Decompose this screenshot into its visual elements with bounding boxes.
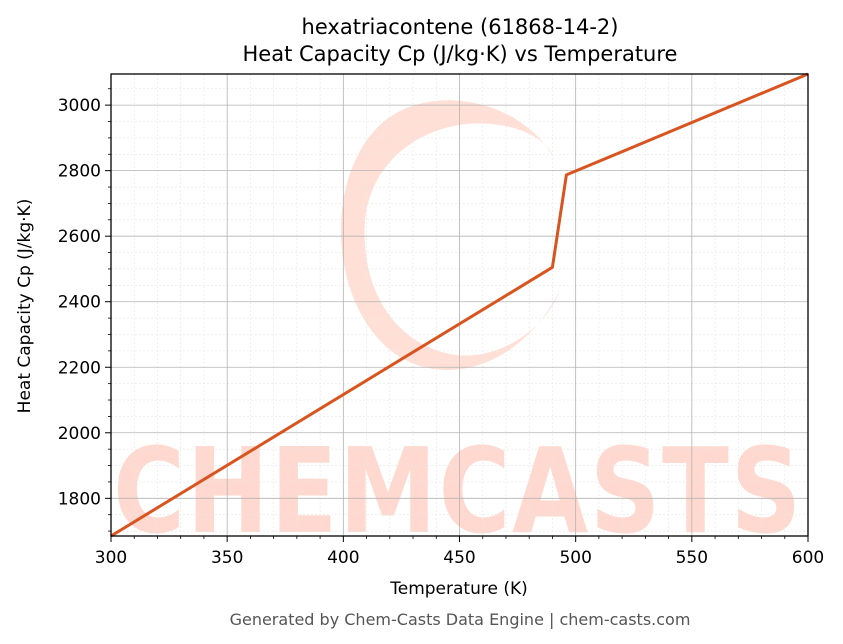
- x-tick-label: 450: [443, 548, 475, 568]
- y-tick-label: 2800: [58, 162, 101, 182]
- y-tick-label: 2200: [58, 358, 101, 378]
- chart-subtitle: Heat Capacity Cp (J/kg·K) vs Temperature: [243, 42, 678, 66]
- y-axis-label: Heat Capacity Cp (J/kg·K): [15, 199, 35, 414]
- watermark: CHEMCASTS: [113, 100, 803, 560]
- footer-credit: Generated by Chem-Casts Data Engine | ch…: [230, 610, 691, 629]
- y-axis: 1800 2000 2200 2400 2600 2800 3000: [58, 88, 111, 532]
- x-tick-label: 500: [559, 548, 591, 568]
- x-axis-label: Temperature (K): [389, 579, 528, 599]
- y-tick-label: 1800: [58, 489, 101, 509]
- watermark-text: CHEMCASTS: [113, 422, 803, 560]
- y-tick-label: 3000: [58, 96, 101, 116]
- series-layer: [110, 72, 809, 538]
- x-tick-label: 600: [792, 548, 824, 568]
- x-tick-label: 400: [327, 548, 359, 568]
- y-tick-label: 2000: [58, 424, 101, 444]
- x-tick-label: 550: [676, 548, 708, 568]
- y-tick-label: 2600: [58, 227, 101, 247]
- x-axis: 300 350 400 450 500 550 600: [95, 536, 824, 568]
- y-tick-label: 2400: [58, 293, 101, 313]
- x-tick-label: 350: [211, 548, 243, 568]
- series-line-0: [110, 72, 809, 538]
- x-tick-label: 300: [95, 548, 127, 568]
- chart-title: hexatriacontene (61868-14-2): [302, 15, 619, 39]
